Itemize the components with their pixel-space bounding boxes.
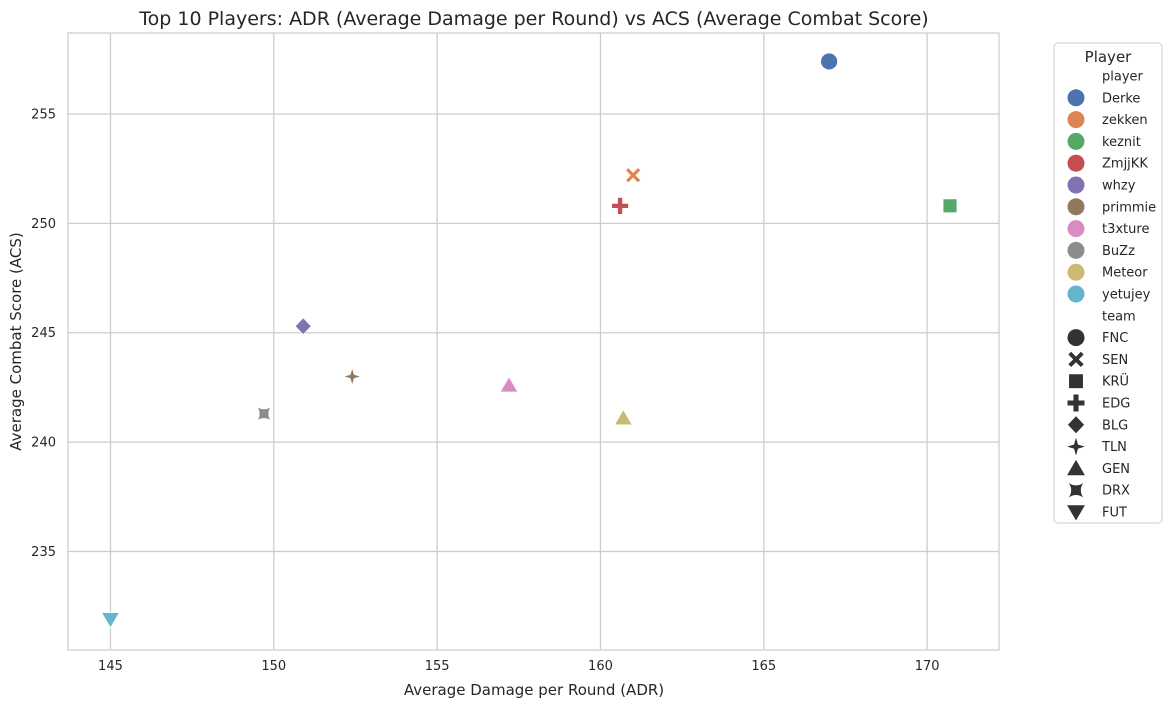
legend-swatch-keznit — [1067, 132, 1085, 150]
gridlines — [68, 33, 999, 650]
point-zekken — [624, 167, 642, 184]
y-tick-label-255: 255 — [31, 107, 56, 122]
legend-swatch-buzz — [1067, 241, 1085, 259]
legend-marker-edg — [1067, 394, 1085, 412]
legend-label-derke: Derke — [1102, 91, 1140, 106]
legend-swatch-meteor — [1067, 263, 1085, 281]
legend-swatch-derke — [1067, 89, 1085, 107]
point-whzy — [294, 317, 312, 336]
legend-marker-drx — [1068, 482, 1084, 498]
legend-marker-blg — [1067, 416, 1085, 434]
legend-label-whzy: whzy — [1102, 179, 1136, 194]
legend-swatch-zekken — [1067, 111, 1085, 129]
point-derke — [820, 52, 839, 71]
point-buzz — [256, 406, 272, 422]
plot-area: 145 150 155 160 165 170 235 240 245 250 255 — [31, 32, 1000, 674]
tick-labels: 145 150 155 160 165 170 235 240 245 250 255 — [31, 107, 939, 674]
x-tick-label-155: 155 — [425, 659, 450, 674]
legend-label-t3xture: t3xture — [1102, 222, 1149, 237]
legend-label-sen: SEN — [1102, 353, 1128, 368]
legend-swatch-zmjjkk — [1067, 154, 1085, 172]
legend-heading-player: player — [1102, 70, 1144, 85]
legend-marker-gen — [1067, 459, 1085, 476]
point-yetujey — [100, 612, 121, 629]
legend-label-fnc: FNC — [1102, 331, 1128, 346]
y-tick-label-240: 240 — [31, 436, 56, 451]
legend-swatch-whzy — [1067, 176, 1085, 194]
x-tick-label-160: 160 — [588, 659, 613, 674]
x-tick-label-150: 150 — [261, 659, 286, 674]
legend-label-fut: FUT — [1102, 506, 1127, 521]
legend-heading-team: team — [1102, 309, 1136, 324]
legend-label-krü: KRÜ — [1102, 373, 1129, 390]
data-points — [100, 52, 958, 629]
x-tick-label-165: 165 — [751, 659, 776, 674]
point-keznit — [942, 198, 958, 214]
legend-items: player Derke zekken keznit ZmjjKK whzy primmie… — [1067, 70, 1156, 521]
y-tick-label-245: 245 — [31, 326, 56, 341]
point-primmie — [341, 366, 363, 387]
legend-label-edg: EDG — [1102, 397, 1130, 412]
point-meteor — [613, 408, 633, 426]
legend-marker-tln — [1067, 437, 1085, 456]
y-axis-label: Average Combat Score (ACS) — [7, 232, 25, 450]
legend-label-zekken: zekken — [1102, 113, 1148, 128]
point-t3xture — [499, 375, 519, 393]
legend-label-zmjjkk: ZmjjKK — [1102, 157, 1148, 172]
legend-label-keznit: keznit — [1102, 135, 1141, 150]
y-tick-label-250: 250 — [31, 217, 56, 232]
plot-frame — [67, 32, 1000, 651]
legend-label-tln: TLN — [1101, 440, 1127, 455]
chart-title: Top 10 Players: ADR (Average Damage per … — [138, 8, 928, 30]
legend-marker-krü — [1069, 374, 1083, 389]
y-tick-label-235: 235 — [31, 545, 56, 560]
legend-marker-fut — [1067, 505, 1085, 521]
legend-label-blg: BLG — [1102, 418, 1128, 433]
legend-swatch-yetujey — [1067, 285, 1085, 303]
x-tick-label-170: 170 — [915, 659, 940, 674]
legend-marker-fnc — [1067, 329, 1085, 347]
legend: Player player Derke zekken keznit ZmjjKK whzy… — [1053, 42, 1163, 524]
point-zmjjkk — [611, 196, 629, 215]
x-axis-label: Average Damage per Round (ADR) — [404, 681, 664, 699]
legend-label-buzz: BuZz — [1102, 244, 1135, 259]
legend-swatch-primmie — [1067, 198, 1085, 216]
legend-label-primmie: primmie — [1102, 200, 1156, 215]
legend-label-gen: GEN — [1102, 462, 1130, 477]
legend-marker-sen — [1068, 351, 1084, 368]
legend-label-drx: DRX — [1102, 484, 1130, 499]
plot-background — [68, 33, 999, 650]
legend-swatch-t3xture — [1067, 220, 1085, 238]
legend-label-yetujey: yetujey — [1102, 288, 1151, 303]
x-tick-label-145: 145 — [98, 659, 123, 674]
legend-title: Player — [1085, 48, 1133, 66]
legend-label-meteor: Meteor — [1102, 266, 1148, 281]
